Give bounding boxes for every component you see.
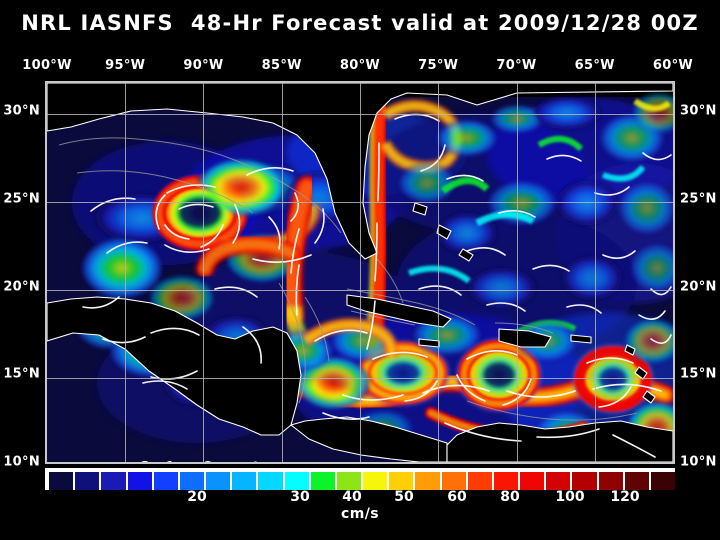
- lon-tick-7: 65°W: [574, 58, 615, 73]
- colorbar-cell-19: [545, 472, 572, 490]
- colorbar-cell-10: [309, 472, 336, 490]
- lat-tick-right-4: 10°N: [680, 454, 717, 470]
- current-speed-raster: [47, 83, 673, 462]
- colorbar-tick-60: 60: [447, 489, 467, 505]
- colorbar-cell-16: [466, 472, 493, 490]
- page-title: NRL IASNFS 48-Hr Forecast valid at 2009/…: [21, 11, 699, 35]
- lon-tick-3: 85°W: [261, 58, 302, 73]
- colorbar-tick-labels: 20 30 40 50 60 80 100 120: [47, 489, 673, 507]
- colorbar-tick-30: 30: [290, 489, 310, 505]
- colorbar-cell-12: [362, 472, 389, 490]
- latitude-axis-right: 30°N 25°N 20°N 15°N 10°N: [676, 83, 720, 470]
- lon-tick-4: 80°W: [339, 58, 381, 73]
- colorbar-cell-14: [414, 472, 441, 490]
- colorbar-tick-100: 100: [555, 489, 585, 505]
- colorbar-tick-120: 120: [610, 489, 640, 505]
- surface-current-legend-title: Surface Current: [140, 460, 259, 462]
- colorbar-cell-4: [152, 472, 179, 490]
- lat-tick-right-0: 30°N: [680, 103, 717, 119]
- lon-tick-0: 100°W: [22, 58, 72, 73]
- colorbar-cell-1: [74, 472, 101, 490]
- colorbar-cell-0: [49, 472, 75, 490]
- colorbar-cell-7: [231, 472, 258, 490]
- lat-tick-left-3: 15°N: [3, 366, 40, 382]
- colorbar-cell-21: [597, 472, 624, 490]
- colorbar-unit-label: cm/s: [341, 506, 379, 522]
- colorbar-cell-6: [205, 472, 232, 490]
- colorbar-cell-17: [492, 472, 520, 490]
- colorbar-cell-23: [649, 472, 676, 490]
- colorbar-frame: [45, 468, 676, 490]
- colorbar-tick-20: 20: [187, 489, 207, 505]
- colorbar-cell-11: [335, 472, 363, 490]
- colorbar-tick-50: 50: [394, 489, 414, 505]
- colorbar: [45, 468, 676, 490]
- map-panel[interactable]: Surface Current 50 cm/s: [45, 81, 675, 464]
- lat-tick-left-1: 25°N: [3, 191, 40, 207]
- colorbar-cell-5: [178, 472, 206, 490]
- colorbar-cell-13: [388, 472, 415, 490]
- lat-tick-left-0: 30°N: [3, 103, 40, 119]
- colorbar-cells: [49, 472, 676, 490]
- lat-tick-right-2: 20°N: [680, 279, 717, 295]
- colorbar-cell-15: [440, 472, 467, 490]
- longitude-axis: 100°W 95°W 90°W 85°W 80°W 75°W 70°W 65°W 60°W: [22, 58, 693, 76]
- lon-tick-6: 70°W: [496, 58, 537, 73]
- lon-tick-5: 75°W: [418, 58, 459, 73]
- colorbar-cell-3: [126, 472, 153, 490]
- colorbar-tick-80: 80: [500, 489, 520, 505]
- colorbar-tick-40: 40: [342, 489, 362, 505]
- lat-tick-right-3: 15°N: [680, 366, 717, 382]
- surface-current-field: [47, 83, 673, 462]
- lat-tick-right-1: 25°N: [680, 191, 717, 207]
- colorbar-cell-20: [571, 472, 598, 490]
- lat-tick-left-2: 20°N: [3, 279, 40, 295]
- lon-tick-2: 90°W: [183, 58, 224, 73]
- colorbar-cell-8: [257, 472, 284, 490]
- shelf-contours: [58, 137, 638, 421]
- colorbar-cell-18: [519, 472, 546, 490]
- colorbar-cell-2: [100, 472, 127, 490]
- colorbar-cell-9: [283, 472, 310, 490]
- colorbar-cell-22: [623, 472, 650, 490]
- lon-tick-1: 95°W: [105, 58, 146, 73]
- latitude-axis-left: 30°N 25°N 20°N 15°N 10°N: [0, 83, 44, 470]
- lon-tick-8: 60°W: [652, 58, 694, 73]
- lat-tick-left-4: 10°N: [3, 454, 40, 470]
